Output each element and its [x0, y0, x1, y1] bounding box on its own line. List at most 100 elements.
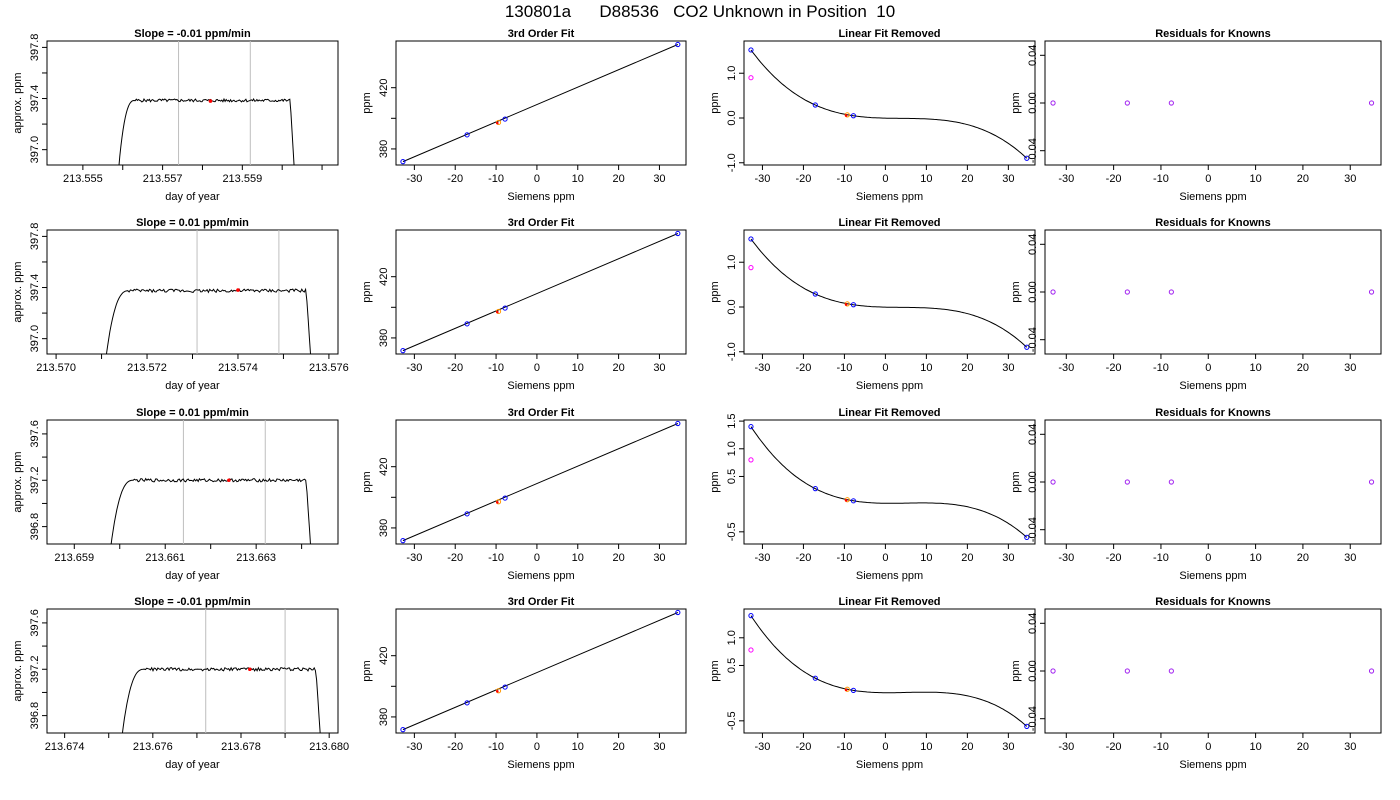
- panel-r1-fit: 3rd Order Fit -30 -20 -10 0 10 20 30 380 420 Sieme…: [361, 28, 687, 203]
- x-tick-label: 0: [882, 173, 888, 185]
- unknown-point-center: [844, 114, 848, 117]
- x-tick-label: 213.576: [309, 362, 349, 374]
- x-tick-label: -30: [754, 552, 770, 564]
- panel-r4-slope: Slope = -0.01 ppm/min 213.674 213.676 213.6…: [12, 596, 349, 771]
- x-tick-label: -10: [836, 362, 852, 374]
- signal-trace: [105, 287, 312, 354]
- x-tick-label: -20: [795, 173, 811, 185]
- x-tick-label: 20: [1297, 741, 1309, 753]
- x-tick-label: -10: [1153, 173, 1169, 185]
- signal-trace: [121, 666, 321, 733]
- panel-title: Slope = -0.01 ppm/min: [134, 28, 251, 40]
- x-tick-label: 213.674: [45, 741, 85, 753]
- data-layer: [748, 613, 1030, 729]
- y-axis-label: ppm: [1010, 471, 1022, 492]
- y-tick-label: -0.5: [726, 522, 738, 541]
- x-tick-label: 0: [534, 741, 540, 753]
- data-layer: [748, 47, 1030, 161]
- plot-frame: [395, 608, 687, 734]
- known-point: [464, 321, 470, 327]
- known-point: [1024, 155, 1030, 161]
- known-point: [675, 230, 681, 237]
- known-point: [850, 498, 857, 504]
- y-tick-label: 397.4: [29, 85, 41, 113]
- x-tick-label: 20: [1297, 173, 1309, 185]
- x-axis-label: day of year: [165, 570, 220, 582]
- y-tick-label: 1.0: [726, 66, 738, 81]
- y-tick-label: 0.04: [1027, 45, 1039, 66]
- unknown-point-center: [496, 310, 499, 314]
- residual-point: [1368, 479, 1375, 485]
- fit-curve: [750, 238, 1028, 348]
- x-axis-label: Siemens ppm: [507, 380, 574, 392]
- panel-title: 3rd Order Fit: [508, 217, 575, 229]
- known-point: [812, 675, 818, 681]
- x-tick-label: -10: [488, 362, 504, 374]
- x-tick-label: -20: [447, 741, 463, 753]
- unknown-point-center: [496, 690, 499, 693]
- x-tick-label: 30: [1344, 173, 1356, 185]
- x-tick-label: 0: [534, 362, 540, 374]
- x-tick-label: 30: [1344, 362, 1356, 374]
- plot-frame: [1044, 419, 1382, 545]
- y-axis-label: ppm: [1010, 660, 1022, 681]
- x-tick-label: 213.678: [221, 741, 261, 753]
- x-tick-label: 213.676: [133, 741, 173, 753]
- panel-r4-res: Residuals for Knowns -30 -20 -10 0 10 20 30 -0.0…: [1010, 596, 1382, 771]
- known-point: [1024, 534, 1030, 540]
- x-tick-label: 10: [572, 741, 584, 753]
- x-tick-label: -30: [1058, 741, 1074, 753]
- fit-curve: [750, 426, 1028, 538]
- known-point: [748, 47, 754, 53]
- x-axis-label: day of year: [165, 380, 220, 392]
- known-point: [502, 684, 508, 690]
- x-axis-label: Siemens ppm: [856, 570, 923, 582]
- y-tick-label: 0.5: [726, 469, 738, 484]
- x-tick-label: 0: [1205, 173, 1211, 185]
- mean-point: [236, 288, 240, 292]
- known-point: [400, 727, 406, 733]
- data-layer: [748, 236, 1030, 350]
- panel-r1-slope: Slope = -0.01 ppm/min 213.555 213.557 213.5…: [12, 28, 339, 203]
- x-tick-label: 0: [882, 741, 888, 753]
- panel-title: Slope = 0.01 ppm/min: [136, 407, 249, 419]
- x-tick-label: -20: [447, 362, 463, 374]
- residual-point: [1168, 668, 1174, 674]
- y-tick-label: 397.2: [29, 655, 41, 683]
- x-tick-label: -10: [1153, 362, 1169, 374]
- residual-point: [1050, 479, 1056, 485]
- panel-title: Linear Fit Removed: [838, 596, 940, 608]
- mean-point: [208, 99, 213, 103]
- plot-frame: [1044, 229, 1382, 355]
- x-tick-label: -10: [488, 552, 504, 564]
- data-layer: [1050, 289, 1375, 295]
- x-axis-label: Siemens ppm: [856, 759, 923, 771]
- x-axis-label: day of year: [165, 759, 220, 771]
- x-tick-label: 213.659: [54, 552, 94, 564]
- x-tick-label: 213.680: [309, 741, 349, 753]
- known-point: [850, 113, 857, 119]
- known-point: [464, 132, 470, 138]
- panel-r3-lin: Linear Fit Removed -30 -20 -10 0 10 20 30 -0.5 0.…: [709, 407, 1036, 582]
- known-point: [748, 424, 754, 430]
- known-point: [850, 302, 857, 308]
- x-tick-label: -20: [1106, 173, 1122, 185]
- plot-frame: [1044, 608, 1382, 734]
- y-tick-label: 397.0: [29, 136, 41, 164]
- y-tick-label: -1.0: [726, 342, 738, 361]
- data-layer: [1050, 668, 1375, 674]
- x-tick-label: 10: [1249, 552, 1261, 564]
- x-axis-label: Siemens ppm: [856, 380, 923, 392]
- data-layer: [400, 41, 681, 165]
- data-layer: [1050, 100, 1375, 106]
- plot-frame: [1044, 40, 1382, 166]
- x-tick-label: -10: [1153, 552, 1169, 564]
- x-tick-label: -10: [836, 552, 852, 564]
- panel-title: Residuals for Knowns: [1155, 217, 1271, 229]
- y-axis-label: ppm: [709, 471, 721, 492]
- y-tick-label: 397.4: [29, 274, 41, 302]
- unknown-point-center: [496, 121, 499, 125]
- panel-title: Slope = -0.01 ppm/min: [134, 596, 251, 608]
- y-axis-label: ppm: [709, 281, 721, 302]
